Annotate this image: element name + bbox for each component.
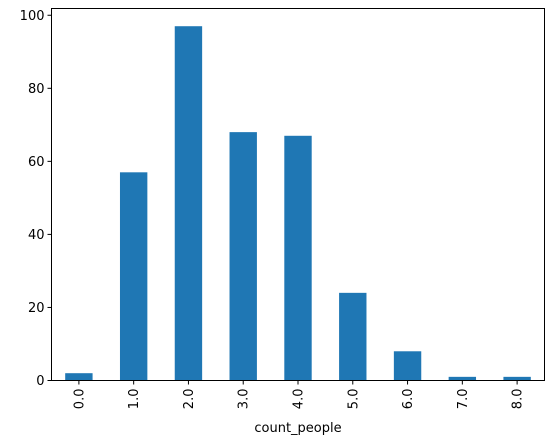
x-tick-label: 4.0 xyxy=(292,389,307,410)
bar xyxy=(393,351,422,381)
x-axis-title: count_people xyxy=(254,421,341,436)
bar xyxy=(448,376,477,381)
x-tick-label: 8.0 xyxy=(511,389,526,410)
bar xyxy=(503,376,531,381)
x-tick-label: 6.0 xyxy=(401,389,416,410)
bar xyxy=(284,135,312,381)
bar xyxy=(229,132,257,381)
bars-group xyxy=(65,26,531,381)
bar xyxy=(119,172,148,381)
x-tick-label: 7.0 xyxy=(456,389,471,410)
x-tick-label: 3.0 xyxy=(237,389,252,410)
x-tick-label: 2.0 xyxy=(182,389,197,410)
x-tick-label: 0.0 xyxy=(72,389,87,410)
plot-frame xyxy=(51,8,545,381)
bar xyxy=(65,373,93,381)
y-tick-label: 40 xyxy=(28,228,45,243)
y-tick-label: 20 xyxy=(28,301,45,316)
y-tick-label: 0 xyxy=(36,374,44,389)
x-tick-label: 1.0 xyxy=(127,389,142,410)
bar xyxy=(339,292,367,381)
x-axis: 0.0 1.0 2.0 3.0 4.0 5.0 6.0 7.0 8.0 xyxy=(72,380,526,410)
y-axis: 0 20 40 60 80 100 xyxy=(20,9,52,389)
y-tick-label: 100 xyxy=(20,9,45,24)
x-tick-label: 5.0 xyxy=(346,389,361,410)
y-tick-label: 80 xyxy=(28,82,45,97)
bar xyxy=(174,26,203,381)
y-tick-label: 60 xyxy=(28,155,45,170)
